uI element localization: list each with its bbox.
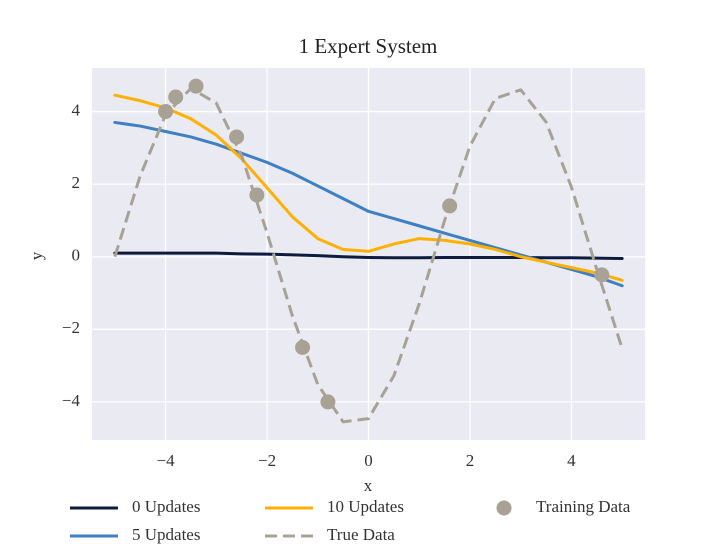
series-line bbox=[113, 86, 624, 424]
x-tick-label: 0 bbox=[364, 451, 373, 470]
legend-label: 10 Updates bbox=[327, 497, 404, 516]
training-point bbox=[168, 89, 184, 105]
training-point bbox=[229, 129, 245, 145]
legend-label: Training Data bbox=[536, 497, 631, 516]
training-point bbox=[295, 339, 311, 355]
y-tick-label: 0 bbox=[72, 246, 81, 265]
x-tick-label: 2 bbox=[466, 451, 475, 470]
training-point bbox=[594, 267, 610, 283]
y-tick-label: 4 bbox=[72, 100, 81, 119]
legend-marker bbox=[496, 500, 512, 516]
training-point bbox=[188, 78, 204, 94]
x-axis-label: x bbox=[364, 476, 373, 495]
legend-label: True Data bbox=[327, 525, 395, 544]
legend-label: 5 Updates bbox=[132, 525, 200, 544]
x-tick-label: −2 bbox=[258, 451, 276, 470]
training-point bbox=[158, 104, 174, 120]
y-axis-label: y bbox=[27, 251, 46, 260]
training-point bbox=[249, 187, 265, 203]
series-line bbox=[113, 251, 624, 261]
y-tick-label: 2 bbox=[72, 173, 81, 192]
training-point bbox=[442, 198, 458, 214]
legend-label: 0 Updates bbox=[132, 497, 200, 516]
y-tick-label: −4 bbox=[62, 391, 81, 410]
x-tick-label: −4 bbox=[157, 451, 176, 470]
x-tick-label: 4 bbox=[567, 451, 576, 470]
y-tick-label: −2 bbox=[62, 318, 80, 337]
series-line bbox=[113, 93, 624, 282]
chart-title: 1 Expert System bbox=[299, 34, 438, 58]
training-point bbox=[320, 394, 336, 410]
